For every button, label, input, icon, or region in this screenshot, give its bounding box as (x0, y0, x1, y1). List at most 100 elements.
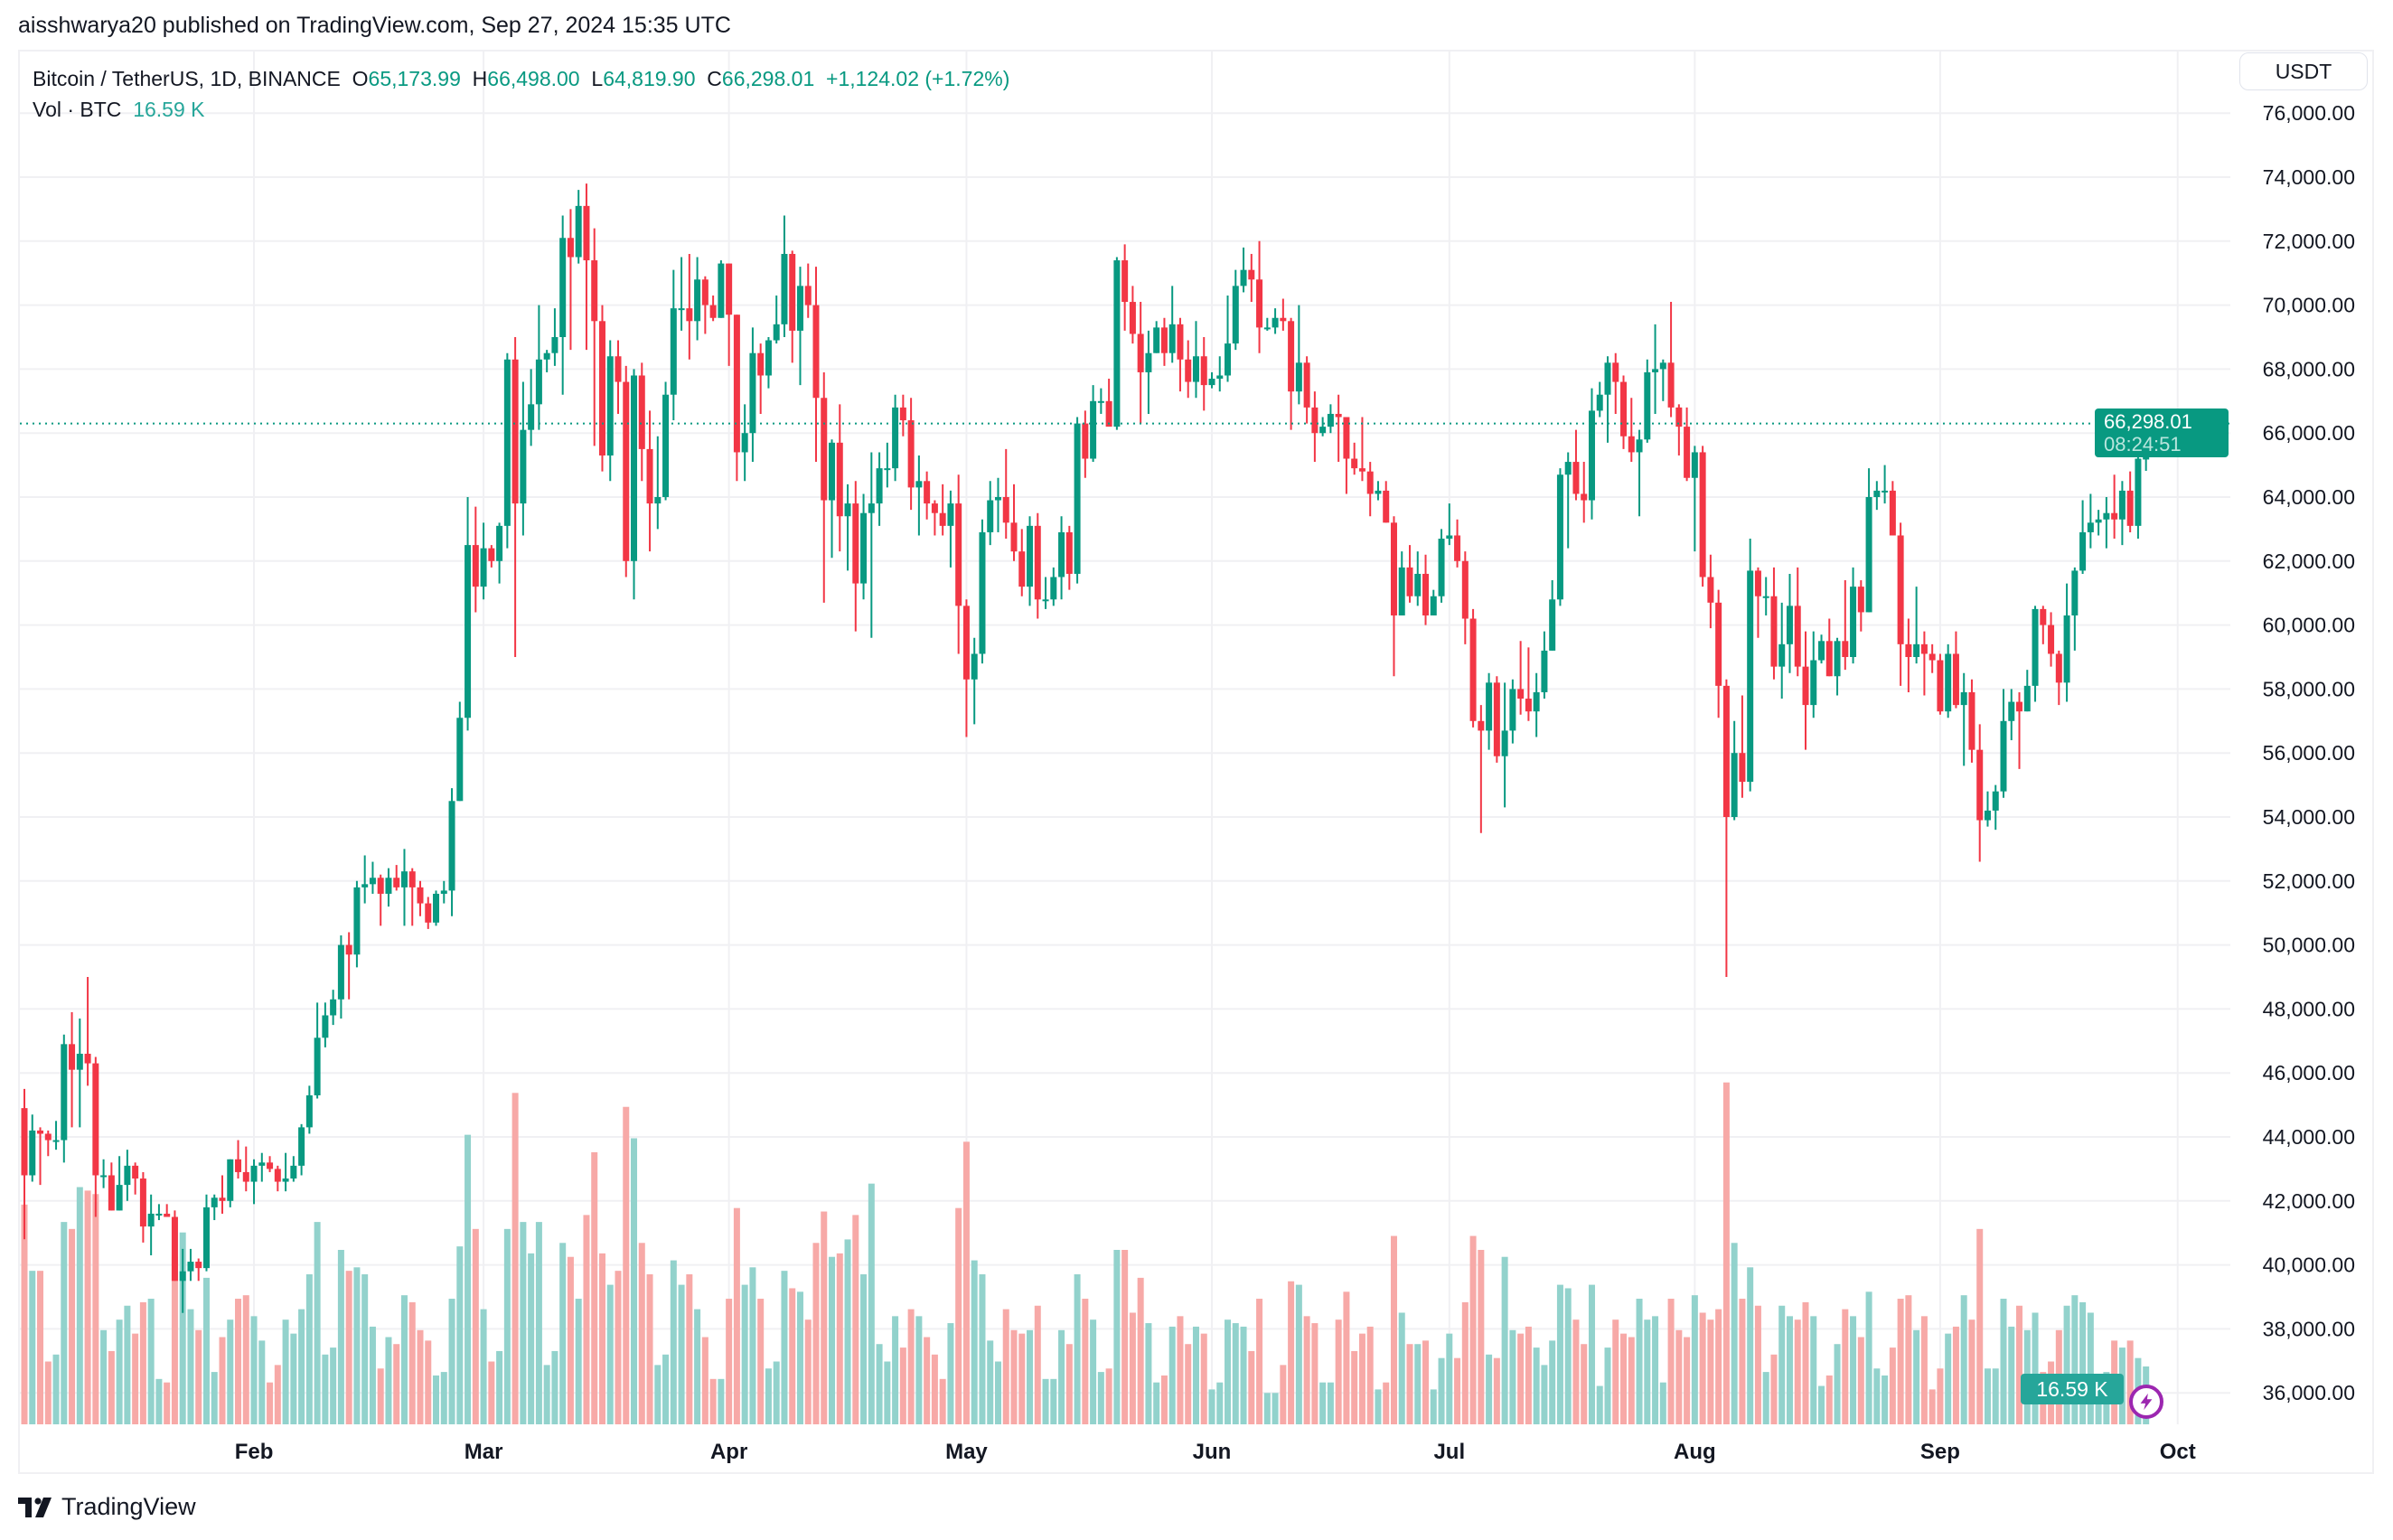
volume-bar (821, 1211, 828, 1424)
currency-button[interactable]: USDT (2239, 52, 2368, 90)
candle (591, 228, 598, 446)
volume-bar (1810, 1316, 1817, 1424)
candle (440, 880, 447, 904)
volume-bar (1731, 1243, 1738, 1424)
volume-bar (2071, 1295, 2079, 1424)
candle (701, 276, 709, 334)
candle-body (1090, 400, 1097, 459)
candle (2103, 497, 2110, 549)
volume-bar (1937, 1368, 1944, 1424)
tradingview-brand[interactable]: TradingView (61, 1493, 196, 1520)
candle-body (69, 1044, 76, 1070)
candle (1438, 529, 1445, 603)
candle (282, 1152, 289, 1192)
candle (1636, 429, 1643, 517)
candle (899, 394, 906, 437)
volume-bar (1684, 1337, 1691, 1424)
legend-symbol[interactable]: Bitcoin / TetherUS, 1D, BINANCE (33, 67, 341, 90)
volume-bar (1493, 1357, 1500, 1424)
volume-bar (1343, 1291, 1350, 1424)
candle-body (1248, 269, 1255, 280)
volume-bar (1383, 1382, 1390, 1424)
candle (1913, 587, 1920, 664)
candle-body (155, 1213, 163, 1216)
volume-bar (1842, 1309, 1849, 1424)
volume-bar (1778, 1305, 1786, 1424)
candle (1002, 448, 1009, 540)
candle (1581, 462, 1588, 523)
candle (298, 1123, 305, 1176)
volume-bar (1644, 1319, 1651, 1424)
volume-bar (2079, 1301, 2087, 1424)
volume-bar (465, 1134, 472, 1424)
time-axis[interactable]: Feb Mar Apr May Jun Jul Aug Sep Oct (235, 1440, 2196, 1464)
candle (258, 1152, 266, 1182)
volume-label[interactable]: Vol · BTC (33, 98, 122, 121)
candle-body (821, 398, 828, 501)
candle (1644, 359, 1651, 443)
candle (606, 340, 614, 482)
volume-bar (1192, 1326, 1199, 1424)
volume-bar (290, 1333, 297, 1424)
candle-body (2111, 512, 2118, 520)
candle (1343, 417, 1350, 494)
candle-body (1992, 791, 1999, 811)
candle-body (1438, 539, 1445, 596)
volume-bar (1834, 1344, 1841, 1424)
volume-bar (1034, 1305, 1041, 1424)
candle (1113, 257, 1121, 430)
candle (108, 1162, 115, 1211)
time-tick-label: Mar (465, 1440, 503, 1464)
volume-bar (781, 1271, 788, 1424)
candle (1042, 577, 1049, 609)
candle-body (1675, 407, 1683, 427)
volume-bar (179, 1232, 186, 1424)
volume-bar (994, 1361, 1001, 1424)
price-axis[interactable]: 36,000.00 38,000.00 40,000.00 42,000.00 44,0… (2263, 101, 2355, 1404)
lightning-icon[interactable] (2129, 1385, 2163, 1419)
candle (2000, 689, 2007, 798)
candle (1604, 356, 1611, 443)
candle-body (1216, 375, 1224, 380)
candle-body (1446, 535, 1453, 540)
tradingview-logo-icon (18, 1497, 52, 1517)
price-tick-label: 76,000.00 (2263, 101, 2355, 125)
volume-bar (535, 1222, 542, 1424)
volume-bar (979, 1274, 986, 1424)
volume-bar (1533, 1348, 1540, 1424)
candle (520, 381, 527, 536)
candle-body (598, 321, 605, 455)
volume-bar (267, 1382, 274, 1424)
candle-body (385, 878, 392, 894)
volume-bar (1010, 1329, 1018, 1424)
volume-bar (1747, 1267, 1754, 1424)
volume-bar (2126, 1340, 2134, 1424)
high-value: 66,498.00 (487, 67, 580, 90)
candle (551, 308, 558, 366)
candle (21, 1088, 28, 1240)
price-tick-label: 38,000.00 (2263, 1317, 2355, 1340)
volume-bar (615, 1271, 622, 1424)
candle (1398, 551, 1405, 615)
candle (947, 490, 954, 568)
volume-bar (551, 1350, 558, 1424)
candle-body (369, 878, 376, 885)
price-tick-label: 70,000.00 (2263, 294, 2355, 317)
candle (480, 522, 487, 600)
candle (1754, 567, 1761, 638)
candle-body (749, 352, 756, 434)
volume-bar (1248, 1350, 1255, 1424)
candle (543, 350, 550, 372)
candle-body (1850, 587, 1857, 657)
volume-bar (575, 1299, 582, 1424)
candle-body (1747, 570, 1754, 783)
candle (860, 493, 868, 600)
candle-body (1422, 573, 1430, 615)
candle-body (1652, 369, 1659, 372)
candle-body (1065, 531, 1073, 574)
candle (171, 1210, 178, 1282)
candle (305, 1085, 313, 1134)
candle-body (242, 1171, 249, 1182)
volume-bar (1897, 1299, 1904, 1424)
